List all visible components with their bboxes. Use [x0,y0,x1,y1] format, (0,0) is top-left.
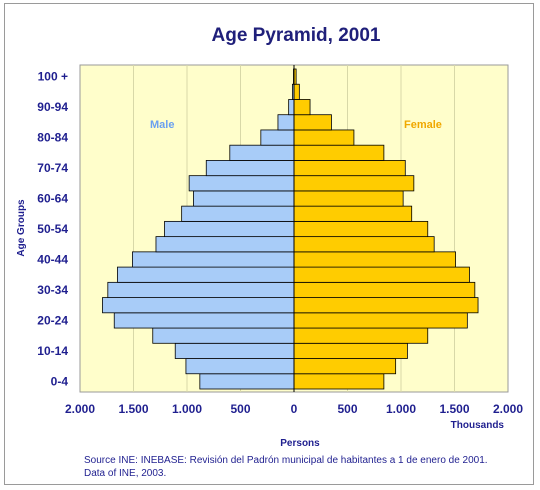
bar-male-70-74 [205,160,295,177]
x-tick-label: 1.500 [439,402,469,416]
bar-male-65-69 [188,175,295,192]
bar-male-75-79 [229,144,295,161]
bar-female-50-54 [293,220,429,238]
age-tick-label: 40-44 [37,252,68,266]
bar-male-50-54 [164,220,295,238]
bar-female-55-59 [293,205,413,222]
bar-male-60-64 [193,190,295,207]
x-tick-label: 1.000 [386,402,416,416]
bar-female-15-19 [293,327,429,344]
age-tick-label: 10-14 [37,344,68,358]
bar-male-80-84 [260,129,295,146]
age-tick-label: 100 + [38,70,68,84]
age-tick-labels: 0-4 10-14 20-24 30-34 40-44 50-54 60-64 70-74 80… [37,70,68,389]
x-tick-label: 2.000 [493,402,523,416]
bar-female-5-9 [293,358,397,375]
bar-female-0-4 [293,373,385,390]
age-tick-label: 50-54 [37,222,68,236]
source-line-2: Data of INE, 2003. [84,468,166,479]
bar-male-20-24 [113,312,295,329]
x-tick-label: 0 [291,402,298,416]
bar-female-60-64 [293,190,404,207]
age-tick-label: 0-4 [51,374,69,388]
x-tick-labels: 2.000 1.500 1.000 500 0 500 1.000 1.500 2.000 [65,402,523,416]
bar-female-65-69 [293,175,415,192]
bar-female-25-29 [293,297,479,314]
bar-female-95-99 [293,83,300,100]
bar-female-45-49 [293,236,435,253]
x-unit-label: Thousands [451,420,505,431]
bar-male-30-34 [107,281,295,298]
bar-female-10-14 [293,342,408,359]
bar-male-10-14 [174,342,295,359]
age-tick-label: 80-84 [37,131,68,145]
y-axis-label: Age Groups [16,199,27,257]
bars-group [102,65,479,392]
bar-female-40-44 [293,251,456,268]
x-tick-label: 500 [230,402,250,416]
bar-female-30-34 [293,281,476,298]
age-tick-label: 60-64 [37,192,68,206]
x-tick-label: 1.500 [118,402,148,416]
bar-female-35-39 [293,266,470,283]
age-tick-label: 20-24 [37,313,68,327]
bar-male-25-29 [102,297,295,314]
bar-male-45-49 [155,236,295,253]
x-tick-label: 500 [337,402,357,416]
bar-female-80-84 [293,129,355,146]
chart-title: Age Pyramid, 2001 [212,25,381,46]
legend-male: Male [150,119,174,131]
bar-male-0-4 [199,373,295,390]
bar-female-85-89 [293,114,332,131]
x-tick-label: 1.000 [172,402,202,416]
age-tick-label: 90-94 [37,100,68,114]
bar-male-55-59 [181,205,295,222]
bar-male-5-9 [185,358,295,375]
bar-female-75-79 [293,144,385,161]
age-tick-label: 30-34 [37,283,68,297]
bar-female-90-94 [293,99,311,116]
x-axis-label: Persons [280,438,320,449]
bar-female-20-24 [293,312,468,329]
legend-female: Female [404,119,442,131]
bar-male-90-94 [288,99,295,116]
bar-male-40-44 [132,251,295,268]
age-tick-label: 70-74 [37,161,68,175]
x-tick-label: 2.000 [65,402,95,416]
bar-male-15-19 [152,327,295,344]
bar-male-85-89 [277,114,295,131]
bar-male-35-39 [117,266,295,283]
bar-female-70-74 [293,160,406,177]
source-line-1: Source INE: INEBASE: Revisión del Padrón… [84,455,488,466]
